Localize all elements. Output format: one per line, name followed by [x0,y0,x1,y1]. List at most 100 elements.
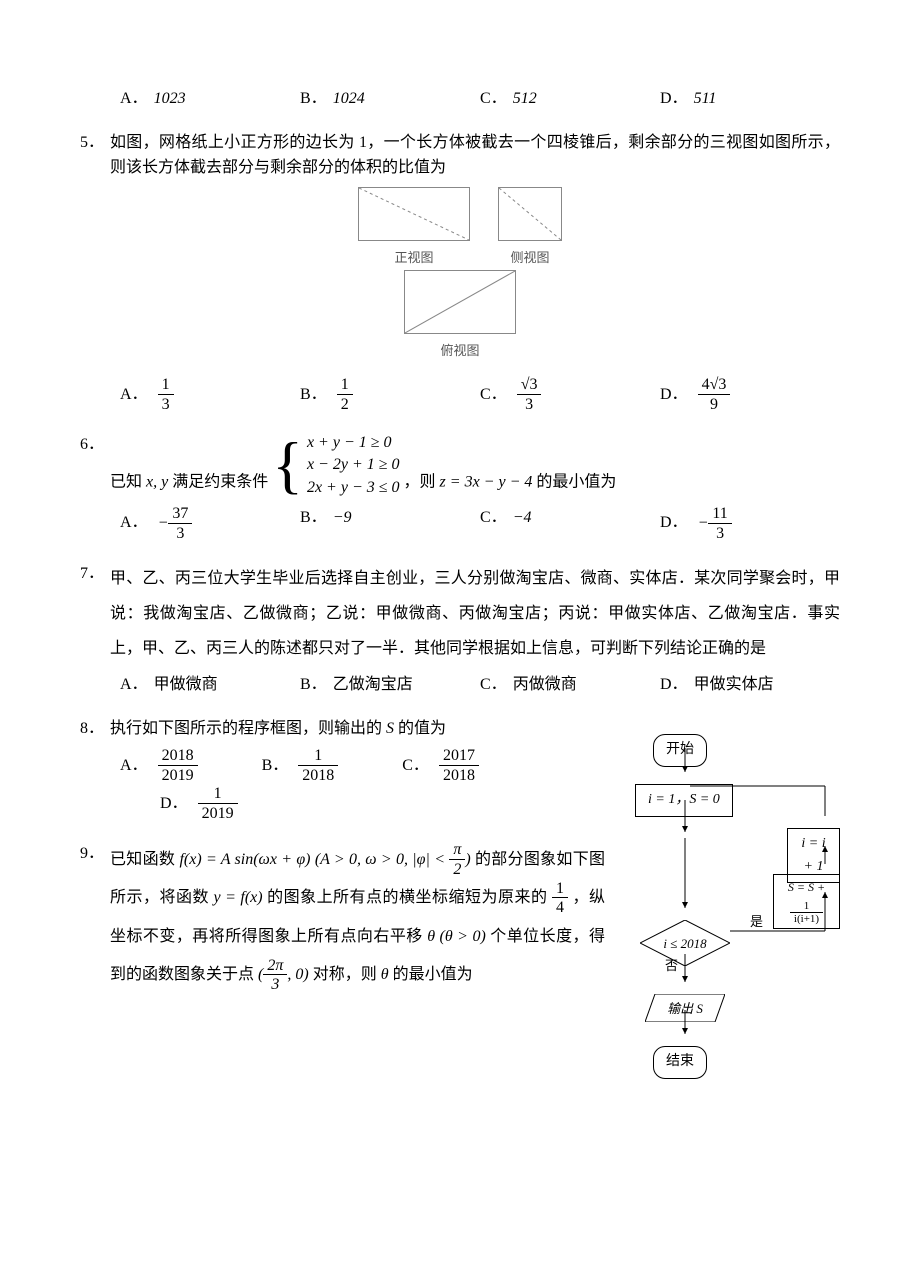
q6-option-d: D． −113 [660,505,840,543]
brace-icon: { [272,433,303,497]
question-7: 7． 甲、乙、丙三位大学生毕业后选择自主创业，三人分别做淘宝店、微商、实体店．某… [80,561,840,667]
option-a-value: 1023 [154,90,186,107]
q7-option-b: B． 乙做淘宝店 [300,672,480,698]
q8-b-num: 1 [298,747,338,766]
q5-option-b: B． 12 [300,376,480,414]
label-c: C． [402,757,429,774]
q8-option-c: C． 20172018 [402,747,479,785]
q6-constraint-3: 2x + y − 3 ≤ 0 [307,479,400,496]
q5-option-d: D． 4√39 [660,376,840,414]
label-b: B． [300,676,327,693]
q6-a-num: 37 [168,505,192,524]
option-c: C．512 [480,86,660,112]
q9-condfrac-den: 2 [449,860,465,879]
q5-c-den: 3 [517,395,542,414]
question-6: 6． 已知 x, y 满足约束条件 { x + y − 1 ≥ 0 x − 2y… [80,432,840,499]
q8-a-num: 2018 [158,747,198,766]
option-d: D．511 [660,86,840,112]
option-b-value: 1024 [333,90,365,107]
q8-options: A． 20182019 B． 12018 C． 20172018 D． 1201… [80,747,605,823]
q7-options: A．甲做微商 B．乙做淘宝店 C．丙做微商 D．甲做实体店 [80,672,840,698]
q5-option-a: A． 13 [120,376,300,414]
label-a: A． [120,514,148,531]
fc-update-s: S = S + 1i(i+1) [773,874,840,929]
top-view-box [404,270,516,334]
q9-pointfrac-den: 3 [263,975,287,994]
q8-a-den: 2019 [158,766,198,785]
fc-end-text: 结束 [666,1054,694,1069]
q5-views: 正视图 侧视图 俯视图 [80,187,840,364]
q9-number: 9． [80,841,110,995]
q5-a-den: 3 [158,395,174,414]
q8-option-a: A． 20182019 [120,747,198,785]
front-view: 正视图 [358,187,470,271]
option-a: A． 1023 [120,86,300,112]
fc-update-i-text: i = i + 1 [801,836,825,873]
q6-body: 已知 x, y 满足约束条件 { x + y − 1 ≥ 0 x − 2y + … [110,432,840,499]
fc-output: 输出 S [645,994,725,1022]
q7-c-text: 丙做微商 [513,676,577,693]
q9-cond-a: A > 0, ω > 0, |φ| < [320,851,449,868]
label-d: D． [160,795,188,812]
fc-init-text: i = 1，S = 0 [648,792,720,807]
q9-condfrac-num: π [449,841,465,860]
q9-cond-close: ) [465,851,475,868]
q5-b-den: 2 [337,395,353,414]
page: A．1023 B．1024 C．512 D．511 5． 如图，网格纸上小正方形… [0,0,920,1144]
question-5: 5． 如图，网格纸上小正方形的边长为 1，一个长方体被截去一个四棱锥后，剩余部分… [80,130,840,181]
label-c: C． [480,509,507,526]
q6-b-text: −9 [333,509,352,526]
label-a: A． [120,90,148,107]
fc-init: i = 1，S = 0 [635,784,733,816]
question-9: 9． 已知函数 f(x) = A sin(ωx + φ) (A > 0, ω >… [80,841,605,995]
q9-theta: θ (θ > 0) [427,928,486,945]
q6-a-prefix: − [158,514,169,531]
q9-point-close: , 0) [287,966,308,983]
q6-vars: x, y [146,473,168,490]
q8-c-num: 2017 [439,747,479,766]
q8-b-den: 2018 [298,766,338,785]
front-view-caption: 正视图 [394,250,433,265]
fc-condition: i ≤ 2018 [640,920,730,966]
q6-constraint-2: x − 2y + 1 ≥ 0 [307,456,400,473]
q8-d-den: 2019 [198,804,238,823]
q6-c-text: −4 [513,509,532,526]
front-view-box [358,187,470,241]
q7-option-a: A．甲做微商 [120,672,300,698]
q6-mid: 满足约束条件 [172,473,268,490]
q8-tail: 的值为 [398,720,446,737]
q7-body: 甲、乙、丙三位大学生毕业后选择自主创业，三人分别做淘宝店、微商、实体店．某次同学… [110,561,840,667]
q6-then: ，则 [404,473,436,490]
front-view-diag [359,188,469,240]
q8-c-den: 2018 [439,766,479,785]
q6-option-a: A． −373 [120,505,300,543]
q7-option-c: C． 丙做微商 [480,672,660,698]
top-view: 俯视图 [404,270,516,364]
option-b: B．1024 [300,86,480,112]
q7-number: 7． [80,561,110,667]
q5-option-c: C． √33 [480,376,660,414]
q4-options: A． 1023 B．1024 C．512 D．511 [80,86,840,112]
q6-d-den: 3 [708,524,731,543]
fc-update-s-left: S = S + [788,880,825,894]
q5-options: A． 13 B． 12 C． √33 D． 4√39 [80,376,840,414]
q6-constraint-1: x + y − 1 ≥ 0 [307,434,392,451]
q9-pre: 已知函数 [110,851,175,868]
q5-a-num: 1 [158,376,174,395]
side-view-diag [499,188,561,240]
label-b: B． [300,386,327,403]
side-view-caption: 侧视图 [510,250,549,265]
label-d: D． [660,676,688,693]
q6-option-c: C． −4 [480,505,660,543]
q9-func2: y = f(x) [213,889,262,906]
label-c: C． [480,90,507,107]
fc-s-frac-num: 1 [790,900,823,913]
q9-func: f(x) = A sin(ωx + φ) [179,851,310,868]
label-b: B． [300,509,327,526]
q7-b-text: 乙做淘宝店 [333,676,413,693]
label-a: A． [120,386,148,403]
q5-body: 如图，网格纸上小正方形的边长为 1，一个长方体被截去一个四棱锥后，剩余部分的三视… [110,130,840,181]
q9-tail: 对称，则 [313,966,377,983]
top-view-caption: 俯视图 [440,343,479,358]
label-c: C． [480,676,507,693]
